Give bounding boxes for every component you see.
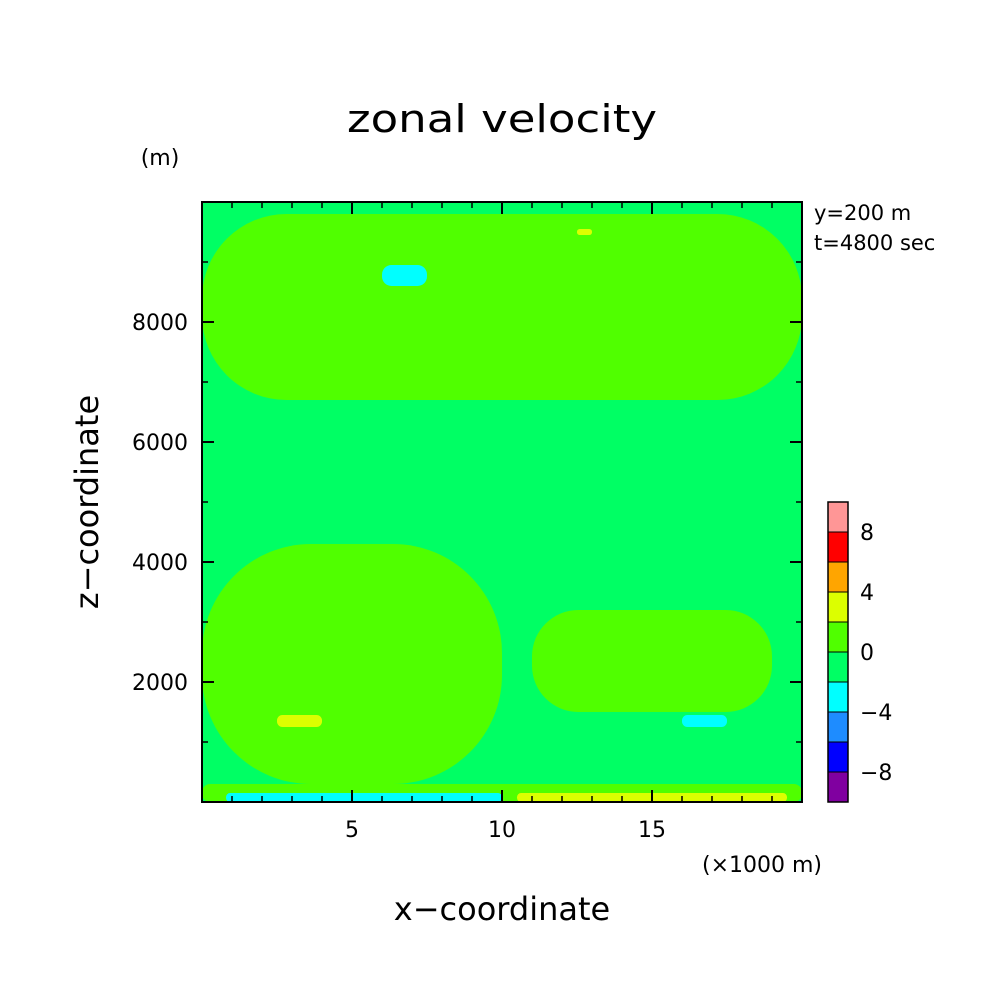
chart-title: zonal velocity [347,97,657,141]
field-region-8 [382,265,427,286]
annotation-y-position: y=200 m [814,201,911,225]
y-tick-label: 4000 [132,551,188,576]
colorbar-label: 4 [860,581,874,606]
y-tick-label: 2000 [132,671,188,696]
y-unit-label: (m) [141,146,180,171]
colorbar-segment [827,771,849,803]
x-unit-label: (×1000 m) [702,853,822,878]
colorbar-label: 0 [860,641,874,666]
axis-ticks: 5 10 15 2000 4000 6000 8000 [132,202,803,843]
colorbar-segment [827,711,849,743]
colorbar-label: −8 [860,761,892,786]
field-region-1 [202,544,502,784]
colorbar-segment [827,621,849,653]
field-region-4 [226,793,502,802]
colorbar-label: 8 [860,521,874,546]
y-tick-label: 6000 [132,431,188,456]
x-tick-label: 5 [345,818,359,843]
y-tick-label: 8000 [132,311,188,336]
annotation-time: t=4800 sec [814,231,935,255]
colorbar-segment [827,741,849,773]
x-tick-label: 10 [488,818,516,843]
x-axis-label: x−coordinate [394,890,610,928]
field-region-3 [202,214,802,400]
x-tick-label: 15 [638,818,666,843]
field-region-2 [532,610,772,712]
field-region-7 [682,715,727,727]
field-region-9 [577,229,592,235]
colorbar-segment [827,501,849,533]
colorbar-segment [827,591,849,623]
colorbar-frame [827,501,849,803]
colorbar: −8 −4 0 4 8 [827,501,892,803]
field-region-6 [277,715,322,727]
colorbar-segment [827,651,849,683]
velocity-field [202,202,802,802]
y-axis-label: z−coordinate [68,395,106,609]
colorbar-segment [827,561,849,593]
colorbar-segment [827,531,849,563]
colorbar-label: −4 [860,701,892,726]
colorbar-segment [827,681,849,713]
